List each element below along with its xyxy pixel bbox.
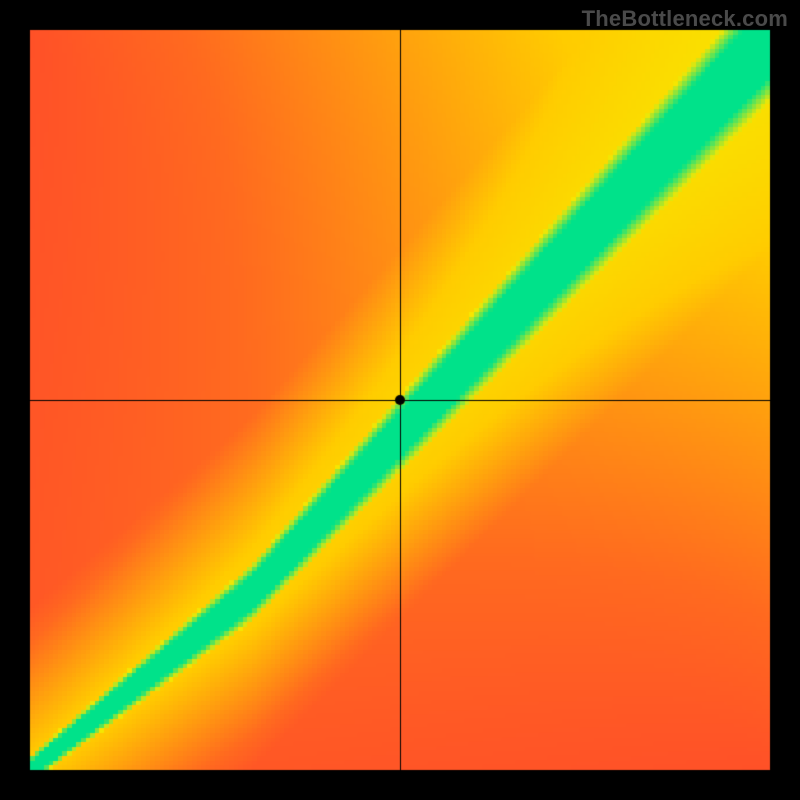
watermark-text: TheBottleneck.com — [582, 6, 788, 32]
chart-container: TheBottleneck.com — [0, 0, 800, 800]
heatmap-canvas — [0, 0, 800, 800]
